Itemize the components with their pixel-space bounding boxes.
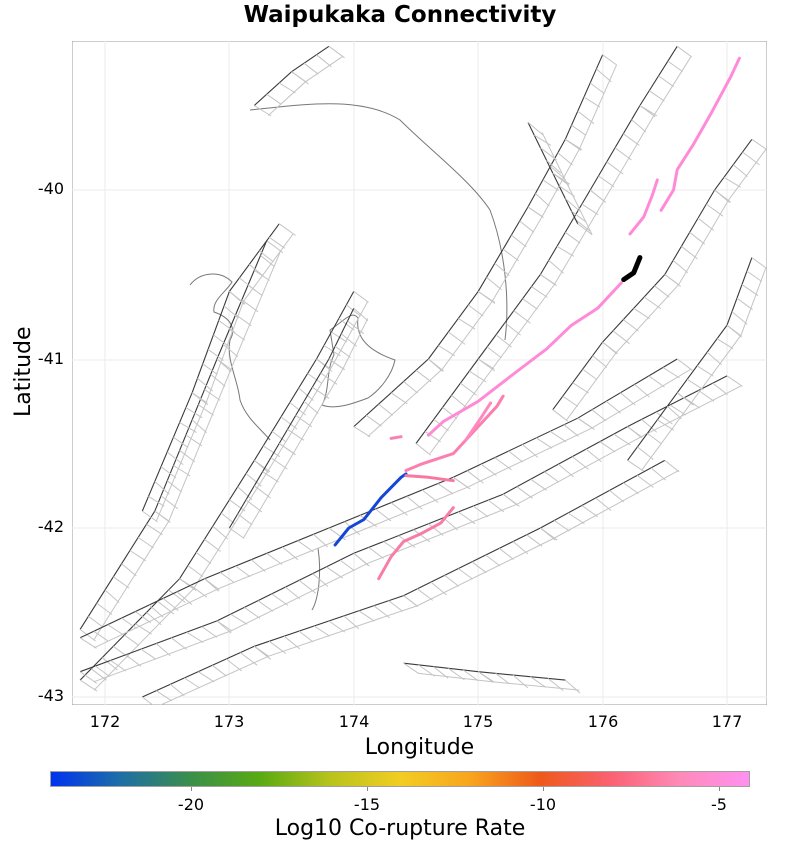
highlighted-rupture-trace xyxy=(426,281,623,437)
highlighted-ruptures xyxy=(333,56,741,581)
colorbar-tick-label: -20 xyxy=(177,795,205,814)
x-tick-label: 174 xyxy=(338,712,370,731)
x-tick-label: 176 xyxy=(587,712,619,731)
colorbar-tick-label: -10 xyxy=(529,795,557,814)
y-tick-label: -43 xyxy=(37,686,64,705)
colorbar-tick-mark xyxy=(367,787,368,791)
highlighted-rupture-trace xyxy=(377,506,455,581)
colorbar-tick-label: -15 xyxy=(353,795,381,814)
highlighted-rupture-trace xyxy=(628,178,659,236)
highlighted-rupture-trace xyxy=(333,472,408,547)
colorbar-tick-mark xyxy=(719,787,720,791)
y-tick-label: -41 xyxy=(37,349,64,368)
y-tick-label: -42 xyxy=(37,517,64,536)
highlighted-rupture-trace xyxy=(389,435,403,440)
fault-traces xyxy=(79,45,767,705)
map-plot-area xyxy=(72,41,767,705)
x-tick-label: 175 xyxy=(462,712,494,731)
highlighted-rupture-trace xyxy=(464,401,493,442)
highlighted-rupture-trace xyxy=(621,255,643,283)
colorbar-label: Log10 Co-rupture Rate xyxy=(274,816,526,841)
y-axis-label: Latitude xyxy=(11,326,36,417)
x-axis-label: Longitude xyxy=(364,735,475,760)
colorbar-tick-mark xyxy=(543,787,544,791)
colorbar xyxy=(50,771,750,787)
chart-title: Waipukaka Connectivity xyxy=(243,2,557,28)
fault-map xyxy=(72,41,767,705)
x-tick-label: 173 xyxy=(213,712,245,731)
colorbar-tick-label: -5 xyxy=(711,795,727,814)
highlighted-rupture-trace xyxy=(659,56,741,212)
x-tick-label: 172 xyxy=(89,712,121,731)
y-tick-label: -40 xyxy=(37,179,64,198)
colorbar-tick-mark xyxy=(191,787,192,791)
highlighted-rupture-trace xyxy=(404,474,455,483)
x-tick-label: 177 xyxy=(711,712,743,731)
